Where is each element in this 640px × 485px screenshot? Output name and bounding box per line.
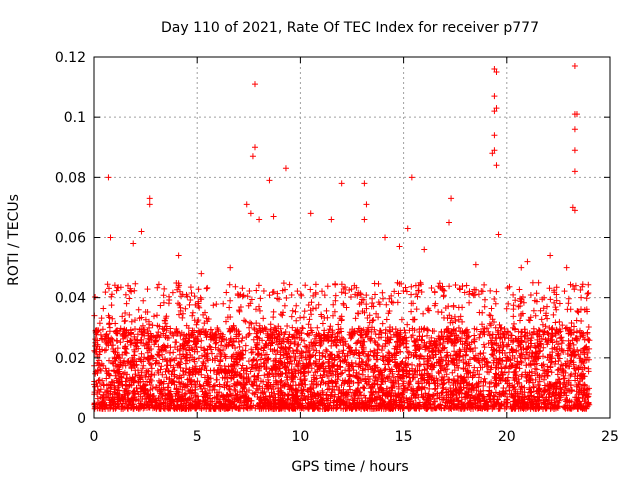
data-point bbox=[563, 264, 570, 271]
data-point bbox=[130, 240, 137, 247]
data-point bbox=[198, 270, 205, 277]
data-point bbox=[547, 252, 554, 259]
data-point bbox=[493, 105, 500, 112]
data-point bbox=[491, 147, 498, 154]
data-point bbox=[571, 147, 578, 154]
data-point bbox=[404, 225, 411, 232]
data-point bbox=[227, 264, 234, 271]
x-tick-label: 15 bbox=[395, 429, 413, 445]
data-point bbox=[363, 201, 370, 208]
data-point bbox=[361, 180, 368, 187]
data-point bbox=[105, 174, 112, 181]
data-point bbox=[571, 63, 578, 70]
y-tick-label: 0.02 bbox=[55, 351, 86, 367]
y-tick-label: 0.12 bbox=[55, 50, 86, 66]
data-point bbox=[146, 201, 153, 208]
y-tick-label: 0.06 bbox=[55, 231, 86, 247]
data-point bbox=[491, 93, 498, 100]
data-point bbox=[328, 216, 335, 223]
data-point bbox=[491, 132, 498, 139]
x-tick-label: 25 bbox=[601, 429, 619, 445]
data-point bbox=[138, 228, 145, 235]
data-point bbox=[421, 246, 428, 253]
y-tick-label: 0 bbox=[77, 411, 86, 427]
data-point bbox=[472, 261, 479, 268]
data-point bbox=[361, 216, 368, 223]
data-point bbox=[256, 216, 263, 223]
y-tick-label: 0.04 bbox=[55, 291, 86, 307]
y-axis-label: ROTI / TECUs bbox=[6, 194, 22, 286]
axis-ticks: 0 0.02 0.04 0.06 0.08 0.1 0.12 0 5 10 15 20 25 bbox=[55, 50, 619, 445]
data-point bbox=[249, 153, 256, 160]
data-point bbox=[270, 213, 277, 220]
x-axis-label: GPS time / hours bbox=[291, 459, 408, 475]
data-point bbox=[282, 165, 289, 172]
data-point bbox=[146, 195, 153, 202]
x-tick-label: 20 bbox=[498, 429, 516, 445]
data-point bbox=[338, 180, 345, 187]
data-point bbox=[247, 210, 254, 217]
data-point bbox=[448, 195, 455, 202]
data-point bbox=[307, 210, 314, 217]
data-point bbox=[493, 69, 500, 76]
data-point bbox=[175, 252, 182, 259]
data-point bbox=[243, 201, 250, 208]
data-point bbox=[396, 243, 403, 250]
data-point bbox=[251, 81, 258, 88]
data-point bbox=[495, 231, 502, 238]
data-point bbox=[569, 204, 576, 211]
data-point bbox=[107, 234, 114, 241]
data-point bbox=[524, 258, 531, 265]
data-point bbox=[518, 264, 525, 271]
x-tick-label: 5 bbox=[193, 429, 202, 445]
data-point bbox=[573, 111, 580, 118]
data-point bbox=[408, 174, 415, 181]
data-point bbox=[491, 66, 498, 73]
data-point bbox=[446, 219, 453, 226]
x-tick-label: 0 bbox=[90, 429, 99, 445]
x-tick-label: 10 bbox=[291, 429, 309, 445]
data-point bbox=[491, 108, 498, 115]
data-point bbox=[578, 294, 585, 301]
y-tick-label: 0.1 bbox=[64, 110, 86, 126]
data-points bbox=[91, 63, 593, 412]
data-point bbox=[382, 234, 389, 241]
data-point bbox=[571, 168, 578, 175]
y-tick-label: 0.08 bbox=[55, 170, 86, 186]
data-point bbox=[571, 207, 578, 214]
data-point bbox=[493, 162, 500, 169]
data-point bbox=[571, 126, 578, 133]
data-point bbox=[251, 144, 258, 151]
data-point bbox=[489, 150, 496, 157]
chart-title: Day 110 of 2021, Rate Of TEC Index for r… bbox=[161, 20, 539, 36]
data-point bbox=[266, 177, 273, 184]
